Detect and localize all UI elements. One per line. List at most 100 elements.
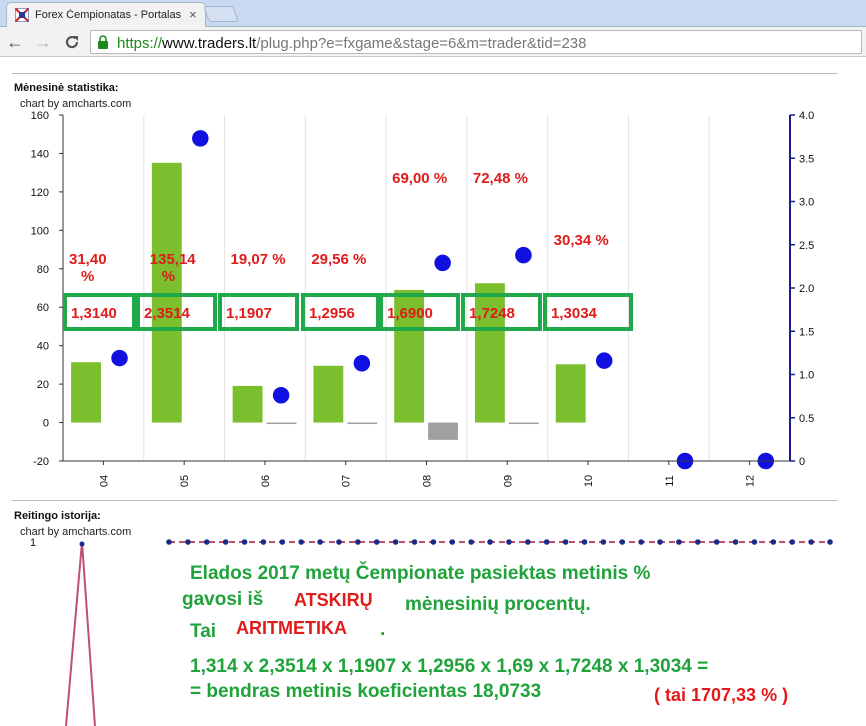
page-content: Mėnesinė statistika: chart by amcharts.c… bbox=[0, 57, 866, 726]
rating-point bbox=[185, 539, 191, 545]
reload-icon[interactable] bbox=[64, 34, 80, 50]
new-tab-button[interactable] bbox=[203, 6, 239, 22]
annotation-line-3c: . bbox=[380, 619, 386, 640]
rating-point bbox=[468, 539, 474, 545]
scatter-point bbox=[432, 253, 453, 273]
coefficient-box bbox=[136, 293, 217, 331]
percent-label: 31,40 bbox=[69, 251, 107, 268]
chart-gridlines bbox=[143, 115, 710, 461]
annotation-result: = bendras metinis koeficientas 18,0733 bbox=[190, 681, 542, 702]
bar-green bbox=[313, 365, 344, 423]
right-axis-tick-label: 4.0 bbox=[799, 110, 814, 122]
rating-line-series: 1 bbox=[30, 537, 833, 726]
rating-point bbox=[789, 539, 796, 545]
annotation-line-1: Elados 2017 metų Čempionate pasiektas me… bbox=[190, 563, 651, 584]
bar-gray bbox=[508, 422, 539, 425]
rating-point bbox=[619, 539, 626, 545]
address-bar[interactable]: https://www.traders.lt/plug.php?e=fxgame… bbox=[90, 30, 862, 54]
rating-point bbox=[600, 539, 607, 545]
rating-point bbox=[449, 539, 456, 545]
rating-point bbox=[581, 539, 588, 545]
annotation-line-2a: gavosi iš bbox=[182, 589, 264, 610]
left-axis-tick-label: 60 bbox=[37, 302, 49, 314]
coefficient-box bbox=[218, 293, 299, 331]
monthly-stats-title: Mėnesinė statistika: bbox=[14, 82, 119, 94]
section-divider bbox=[12, 73, 838, 74]
x-axis-tick-label: 05 bbox=[179, 475, 191, 487]
rating-point bbox=[373, 539, 380, 545]
x-axis-tick-label: 06 bbox=[260, 475, 272, 487]
right-axis-tick-label: 1.5 bbox=[799, 326, 814, 338]
percent-label: 69,00 % bbox=[392, 170, 447, 187]
bar-gray bbox=[266, 422, 297, 425]
percent-label: 72,48 % bbox=[473, 170, 528, 187]
annotation-result-percent: ( tai 1707,33 % ) bbox=[654, 685, 789, 705]
coefficient-label: 1,6900 bbox=[387, 305, 433, 322]
rating-point bbox=[241, 539, 248, 545]
left-axis-tick-label: 80 bbox=[37, 264, 49, 276]
lock-icon bbox=[98, 35, 108, 49]
left-axis-tick-label: 0 bbox=[43, 418, 49, 430]
rating-point bbox=[260, 539, 267, 545]
percent-label: 29,56 % bbox=[311, 251, 366, 268]
scatter-point bbox=[594, 350, 614, 371]
rating-history-title: Reitingo istorija: bbox=[14, 510, 101, 522]
rating-point bbox=[430, 539, 437, 545]
rating-point bbox=[411, 539, 418, 545]
rating-point bbox=[808, 539, 814, 545]
percent-label: 30,34 % bbox=[554, 232, 609, 249]
right-axis-tick-label: 3.0 bbox=[799, 197, 814, 209]
rating-point bbox=[166, 539, 172, 545]
rating-point bbox=[676, 539, 682, 545]
left-axis-tick-label: 160 bbox=[31, 110, 49, 122]
left-axis-tick-label: -20 bbox=[33, 456, 49, 468]
chart-credit[interactable]: chart by amcharts.com bbox=[20, 98, 132, 110]
scatter-point bbox=[190, 128, 211, 149]
rating-point bbox=[222, 539, 229, 545]
rating-point bbox=[770, 539, 777, 545]
bar-green bbox=[151, 162, 182, 423]
scatter-point bbox=[271, 385, 291, 406]
url-text: https://www.traders.lt/plug.php?e=fxgame… bbox=[117, 35, 586, 52]
percent-label-suffix: % bbox=[81, 268, 94, 285]
right-axis-tick-label: 2.5 bbox=[799, 240, 814, 252]
section-divider bbox=[12, 500, 838, 501]
close-tab-icon[interactable]: × bbox=[189, 7, 197, 22]
rating-point bbox=[827, 539, 833, 545]
annotation-line-3b: ARITMETIKA bbox=[236, 618, 347, 638]
coefficient-label: 2,3514 bbox=[144, 305, 191, 322]
right-axis-tick-label: 2.0 bbox=[799, 283, 814, 295]
annotation-line-2c: mėnesinių procentų. bbox=[405, 594, 591, 615]
bar-green bbox=[232, 385, 263, 423]
x-axis-tick-label: 07 bbox=[341, 475, 353, 487]
coefficient-box bbox=[543, 293, 633, 331]
rating-point bbox=[279, 539, 286, 545]
rating-point bbox=[487, 539, 493, 545]
coefficient-label: 1,3034 bbox=[551, 305, 598, 322]
bar-green bbox=[555, 364, 586, 423]
rating-point bbox=[525, 539, 531, 545]
scatter-point bbox=[513, 245, 534, 265]
right-axis-tick-label: 0.5 bbox=[799, 413, 814, 425]
forward-arrow-icon[interactable]: → bbox=[34, 32, 52, 52]
url-path: /plug.php?e=fxgame&stage=6&m=trader&tid=… bbox=[256, 35, 587, 52]
bar-green bbox=[71, 362, 101, 423]
browser-toolbar: ← → https://www.traders.lt/plug.php?e=fx… bbox=[0, 27, 866, 57]
left-axis-tick-label: 140 bbox=[31, 148, 49, 160]
annotation-line-3a: Tai bbox=[190, 621, 217, 642]
chart-credit[interactable]: chart by amcharts.com bbox=[20, 526, 132, 538]
rating-point bbox=[79, 541, 85, 547]
rating-spike-line bbox=[65, 541, 96, 726]
annotation-line-2b: ATSKIRŲ bbox=[294, 590, 373, 610]
url-host: www.traders.lt bbox=[162, 35, 257, 52]
rating-point bbox=[355, 539, 361, 545]
rating-point bbox=[336, 539, 342, 545]
coefficient-box bbox=[461, 293, 542, 331]
scatter-point bbox=[109, 348, 130, 368]
percent-label: 19,07 % bbox=[231, 251, 286, 268]
rating-point bbox=[638, 539, 644, 545]
percent-label: 135,14 bbox=[150, 251, 197, 268]
browser-tab[interactable]: Forex Čempionatas - Portalas × bbox=[6, 2, 206, 27]
back-arrow-icon[interactable]: ← bbox=[6, 32, 24, 52]
rating-point bbox=[298, 539, 305, 545]
